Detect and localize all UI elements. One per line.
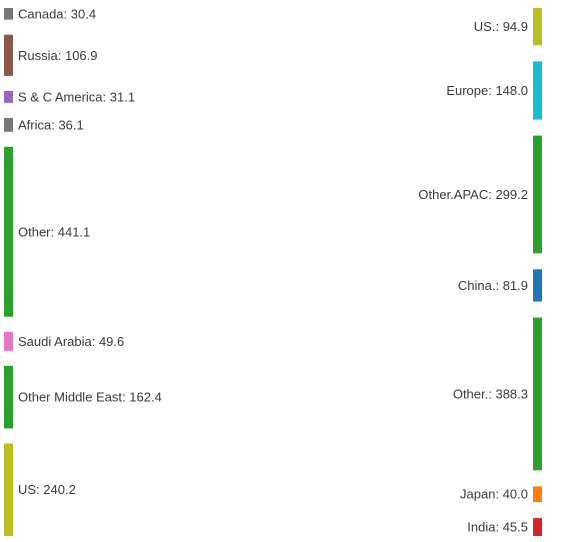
source-label-s-c-america: S & C America: 31.1 (18, 89, 135, 104)
link-other-to-china (13, 241, 533, 291)
link-other-middle-east-to-japan (13, 419, 533, 500)
target-label-japan: Japan: 40.0 (460, 487, 528, 502)
source-label-africa: Africa: 36.1 (18, 117, 84, 132)
target-node-other-apac[interactable] (533, 135, 542, 254)
link-saudi-arabia-to-other (13, 342, 533, 389)
target-label-india: India: 45.5 (467, 520, 528, 535)
source-label-other-middle-east: Other Middle East: 162.4 (18, 390, 162, 405)
link-saudi-arabia-to-us (13, 33, 533, 333)
source-label-other: Other: 441.1 (18, 224, 90, 239)
link-africa-to-china (13, 126, 533, 283)
link-canada-to-other-apac (13, 19, 533, 136)
source-node-other-middle-east[interactable] (4, 365, 13, 429)
nodes-layer (4, 8, 542, 536)
link-other-middle-east-to-india (13, 423, 533, 535)
target-label-us: US.: 94.9 (474, 19, 528, 34)
target-node-us[interactable] (533, 8, 542, 46)
link-s-c-america-to-other (13, 100, 533, 325)
link-us-to-india (13, 535, 533, 536)
link-canada-to-other (13, 19, 533, 317)
link-saudi-arabia-to-other-apac (13, 215, 533, 340)
target-label-europe: Europe: 148.0 (446, 83, 528, 98)
source-label-canada: Canada: 30.4 (18, 6, 96, 21)
labels-layer: Canada: 30.4 Russia: 106.9 S & C America: … (17, 5, 530, 536)
link-other-to-other (13, 249, 533, 386)
target-label-other: Other.: 388.3 (453, 386, 528, 401)
target-label-china: China.: 81.9 (458, 278, 528, 293)
source-label-russia: Russia: 106.9 (18, 48, 98, 63)
link-us-to-other (13, 408, 533, 534)
link-s-c-america-to-india (13, 102, 533, 522)
source-node-africa[interactable] (4, 117, 13, 132)
link-saudi-arabia-to-europe (13, 105, 533, 336)
source-label-saudi-arabia: Saudi Arabia: 49.6 (18, 334, 124, 349)
link-saudi-arabia-to-india (13, 349, 533, 530)
link-us-to-europe (13, 112, 533, 460)
link-us-to-japan (13, 500, 533, 535)
link-saudi-arabia-to-japan (13, 346, 533, 495)
link-africa-to-other-apac (13, 124, 533, 144)
source-node-s-c-america[interactable] (4, 90, 13, 103)
link-other-middle-east-to-europe (13, 107, 533, 373)
source-node-saudi-arabia[interactable] (4, 331, 13, 351)
source-node-russia[interactable] (4, 34, 13, 76)
source-node-us[interactable] (4, 443, 13, 536)
link-russia-to-india (13, 73, 533, 521)
source-label-us: US: 240.2 (18, 482, 76, 497)
target-node-india[interactable] (533, 518, 542, 536)
target-label-other-apac: Other.APAC: 299.2 (418, 187, 528, 202)
target-node-china[interactable] (533, 269, 542, 302)
link-africa-to-other (13, 129, 533, 327)
link-russia-to-japan (13, 72, 533, 488)
link-africa-to-us (13, 25, 533, 119)
link-other-middle-east-to-other-apac (13, 220, 533, 396)
source-node-other[interactable] (4, 146, 13, 317)
source-node-canada[interactable] (4, 8, 13, 20)
link-us-to-other-apac (13, 243, 533, 469)
target-node-europe[interactable] (533, 61, 542, 120)
target-node-other[interactable] (533, 317, 542, 471)
target-node-japan[interactable] (533, 486, 542, 503)
link-russia-to-us (13, 19, 533, 36)
